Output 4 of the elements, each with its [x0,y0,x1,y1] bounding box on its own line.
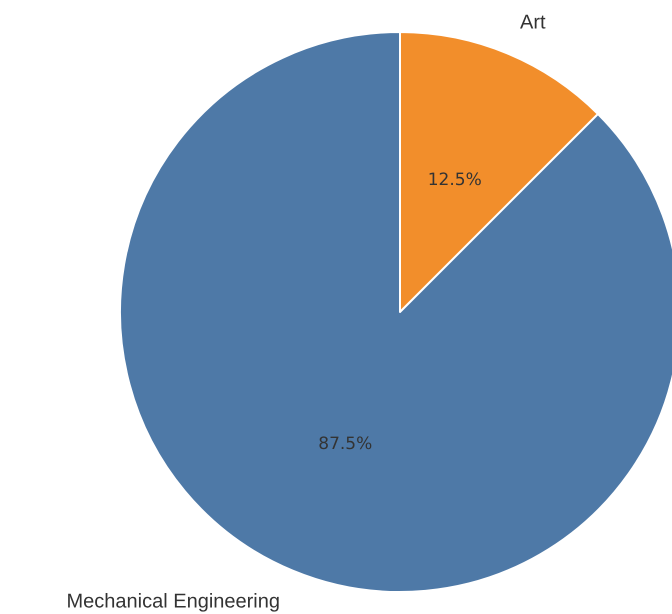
slice-label: Art [520,11,546,34]
data-label: 12.5% [428,170,482,190]
slice-label: Mechanical Engineering [66,590,280,613]
data-label: 87.5% [318,434,372,454]
